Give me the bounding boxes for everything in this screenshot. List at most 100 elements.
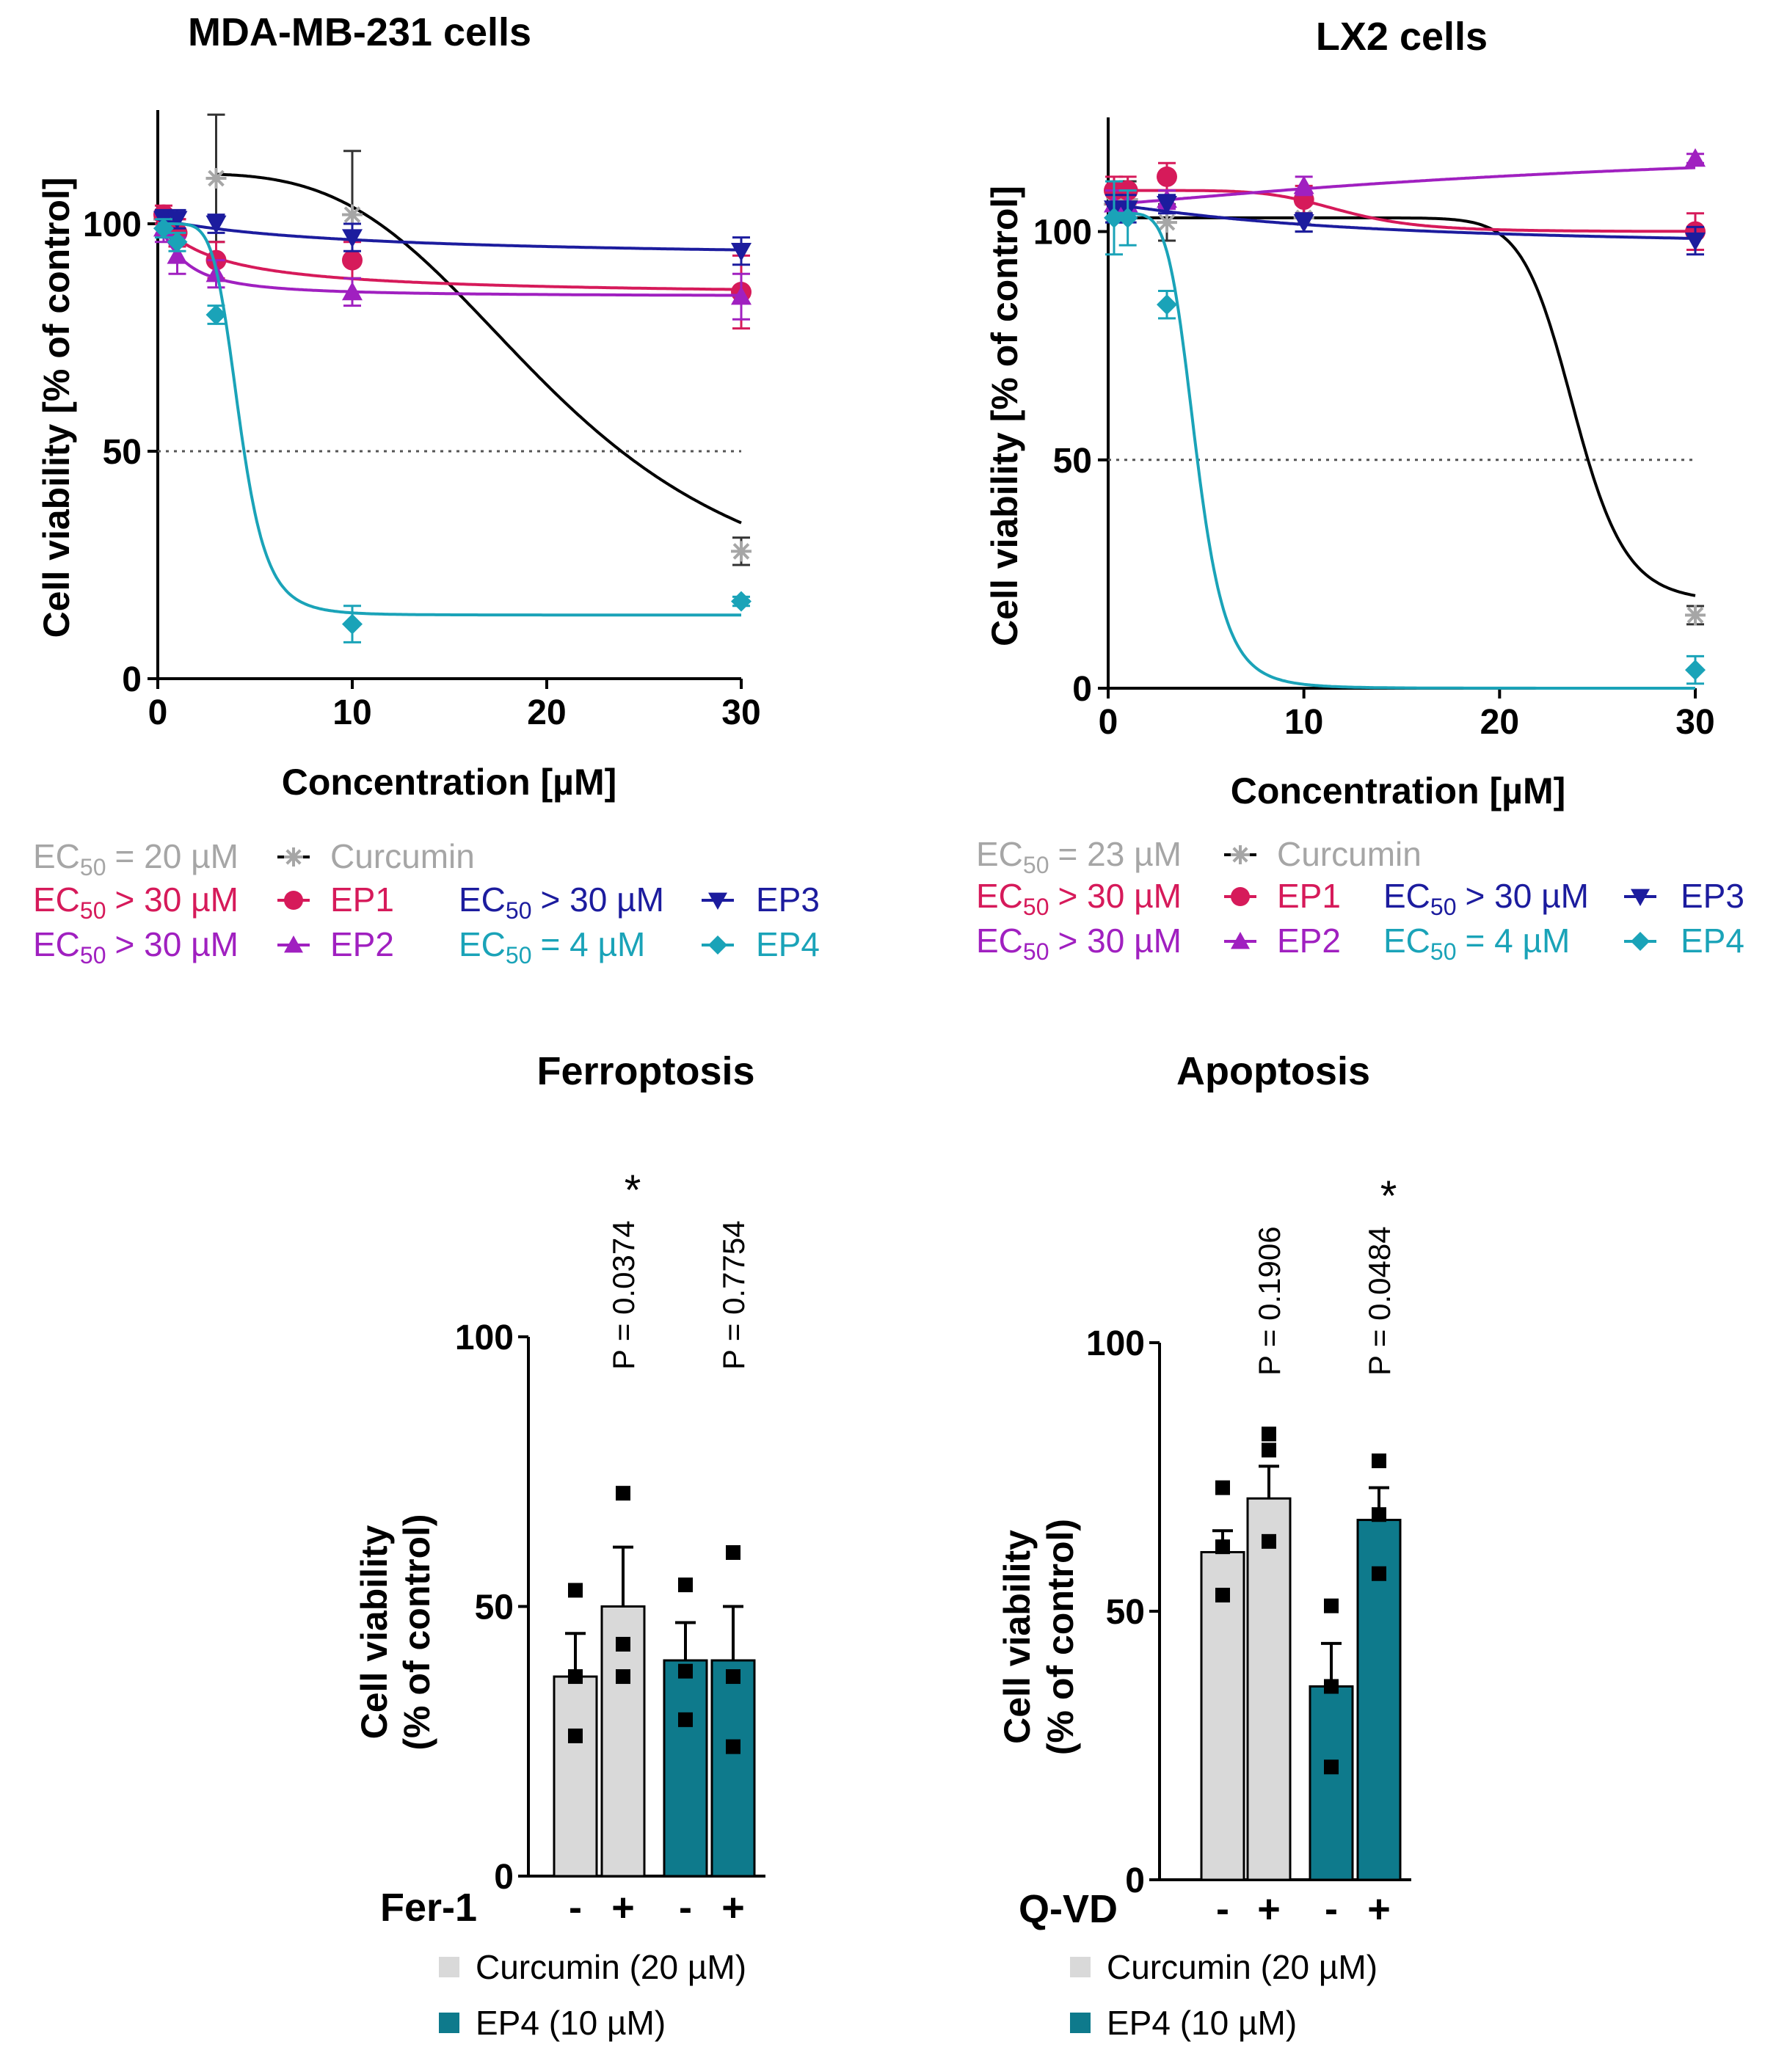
x-tick-label: 0 — [148, 693, 168, 732]
ec50-label: EC — [1383, 877, 1430, 915]
legend-swatch — [1070, 1957, 1091, 1977]
replicate-point — [726, 1669, 740, 1685]
ec50-subscript: 50 — [1023, 938, 1049, 965]
ec50-subscript: 50 — [1023, 852, 1049, 878]
bar — [1200, 1550, 1245, 1881]
y-tick-label: 0 — [494, 1858, 514, 1897]
data-point-ep4 — [731, 591, 752, 612]
replicate-point — [1262, 1533, 1276, 1549]
replicate-point — [1262, 1442, 1276, 1458]
y-tick-label: 100 — [1033, 214, 1092, 252]
ec50-label: EC — [459, 925, 506, 963]
y-tick-label: 50 — [475, 1588, 514, 1627]
ec50-label: EC — [33, 837, 80, 875]
ec50-subscript: 50 — [80, 897, 106, 924]
y-axis-label-line2: (% of control) — [1040, 1519, 1081, 1755]
legend-marker — [1631, 889, 1650, 906]
legend-entry-ep3: EC50 > 30 µM EP3 — [1383, 877, 1744, 920]
legend-series-name: EP4 — [756, 925, 820, 963]
treatment-sign: - — [1325, 1887, 1338, 1931]
replicate-point — [1324, 1598, 1339, 1613]
fit-curve-ep4 — [158, 222, 741, 617]
legend-series-name: EP1 — [1277, 877, 1341, 915]
replicate-point — [1324, 1679, 1339, 1694]
data-point-ep2 — [1685, 148, 1706, 167]
legend-entry-ep4: EC50 = 4 µM EP4 — [459, 925, 820, 968]
data-point-ep3 — [167, 211, 188, 230]
legend-series-name: EP3 — [1681, 877, 1744, 915]
legend-marker — [708, 892, 727, 910]
p-value-annotation: P = 0.7754 — [716, 1220, 751, 1370]
legend-ec50: EC50 > 30 µM — [459, 880, 664, 924]
ec50-label: EC — [976, 877, 1023, 915]
legend-ec50: EC50 > 30 µM — [976, 922, 1182, 965]
data-point-ep3 — [205, 215, 227, 234]
legend-ec50: EC50 > 30 µM — [976, 877, 1182, 920]
replicate-point — [1372, 1453, 1386, 1469]
ec50-value: > 30 µM — [1058, 877, 1182, 915]
ec50-subscript: 50 — [1023, 894, 1049, 920]
treatment-sign: + — [1367, 1887, 1391, 1931]
ec50-label: EC — [976, 835, 1023, 873]
data-point-ep4 — [1685, 660, 1706, 681]
error-bar — [723, 1605, 743, 1660]
bar — [1246, 1497, 1292, 1881]
legend-series-name: EP3 — [756, 880, 820, 919]
replicate-point — [616, 1636, 630, 1652]
legend-series-name: EP2 — [330, 925, 394, 963]
legend-marker — [284, 891, 303, 910]
data-point-curcumin — [1685, 605, 1706, 626]
error-bar — [675, 1621, 696, 1660]
ec50-subscript: 50 — [506, 897, 532, 924]
ec50-value: > 30 µM — [541, 880, 664, 919]
panel-apoptosis: Apoptosis 0 50 100 Cell viability (% of contr… — [997, 1049, 1411, 2042]
data-point-curcumin — [342, 204, 363, 225]
legend-ec50: EC50 = 23 µM — [976, 835, 1182, 878]
legend-entry-curcumin: EC50 = 20 µM Curcumin — [33, 837, 475, 880]
treatment-label: Fer-1 — [380, 1886, 477, 1930]
p-value-annotation: P = 0.0484 — [1362, 1226, 1397, 1376]
treatment-sign: + — [1257, 1887, 1281, 1931]
x-tick-label: 10 — [332, 693, 371, 732]
legend-label: EP4 (10 µM) — [476, 2004, 666, 2042]
legend-series-name: EP1 — [330, 880, 394, 919]
significance-star: * — [625, 1167, 641, 1214]
ec50-label: EC — [459, 880, 506, 919]
legend-swatch — [1070, 2013, 1091, 2033]
fit-curve-ep3 — [157, 217, 741, 252]
data-point-ep3 — [1685, 232, 1706, 252]
x-tick-label: 30 — [1675, 703, 1714, 742]
y-tick-label: 50 — [1053, 442, 1092, 481]
error-bar — [1259, 1464, 1279, 1499]
ec50-label: EC — [1383, 922, 1430, 960]
y-tick-label: 100 — [455, 1318, 514, 1357]
fit-curve-ep1 — [156, 218, 741, 291]
legend-swatch — [439, 2013, 459, 2033]
legend-ec50: EC50 = 20 µM — [33, 837, 239, 880]
ec50-label: EC — [33, 880, 80, 919]
legend-series-name: Curcumin — [330, 837, 475, 875]
legend-marker — [1231, 932, 1250, 949]
fit-curve-ep2 — [1107, 166, 1696, 206]
ec50-subscript: 50 — [1430, 938, 1457, 965]
legend-entry-ep1: EC50 > 30 µM EP1 — [976, 877, 1341, 920]
y-axis-label: Cell viability [% of control] — [36, 178, 77, 638]
p-value-annotation: P = 0.1906 — [1252, 1226, 1287, 1376]
legend-series-name: EP4 — [1681, 922, 1744, 960]
x-axis-label: Concentration [µM] — [1231, 770, 1566, 811]
replicate-point — [678, 1712, 693, 1727]
y-tick-label: 100 — [83, 205, 142, 244]
data-point-ep4 — [1104, 207, 1124, 228]
data-point-ep4 — [1117, 207, 1138, 228]
significance-star: * — [1380, 1172, 1397, 1220]
y-axis-label-line1: Cell viability — [354, 1525, 395, 1739]
replicate-point — [726, 1545, 740, 1560]
data-point-ep4 — [1157, 294, 1177, 315]
fit-curve-curcumin — [216, 172, 742, 525]
treatment-sign: + — [611, 1886, 635, 1930]
replicate-point — [726, 1739, 740, 1754]
fit-curve-curcumin — [1108, 216, 1696, 597]
legend-marker — [708, 935, 727, 955]
x-tick-label: 10 — [1284, 703, 1323, 742]
